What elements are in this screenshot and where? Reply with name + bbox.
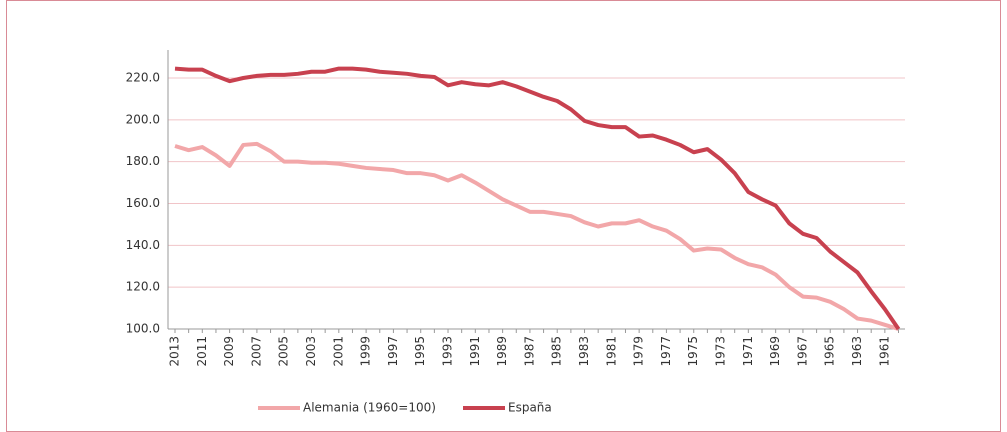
y-tick-label: 100.0 [126, 322, 160, 336]
y-tick-label: 140.0 [126, 238, 160, 252]
y-tick-label: 200.0 [126, 112, 160, 126]
x-tick-label: 1963 [850, 336, 864, 367]
legend-label: España [508, 401, 552, 415]
y-tick-label: 180.0 [126, 154, 160, 168]
x-tick-label: 2007 [249, 336, 263, 367]
legend-label: Alemania (1960=100) [303, 401, 436, 415]
y-tick-label: 220.0 [126, 71, 160, 85]
x-tick-label: 1991 [468, 336, 482, 367]
x-tick-label: 2011 [195, 336, 209, 367]
x-tick-label: 1987 [522, 336, 536, 367]
y-tick-label: 120.0 [126, 280, 160, 294]
x-tick-label: 2009 [222, 336, 236, 367]
x-tick-label: 1981 [604, 336, 618, 367]
x-tick-label: 1993 [441, 336, 455, 367]
line [174, 141, 900, 331]
line [174, 66, 901, 331]
x-tick-label: 1973 [714, 336, 728, 367]
x-tick-label: 1965 [823, 336, 837, 367]
x-tick-label: 1985 [550, 336, 564, 367]
x-tick-label: 1969 [768, 336, 782, 367]
x-tick-label: 1967 [795, 336, 809, 367]
x-tick-label: 2013 [168, 336, 182, 367]
x-tick-label: 1983 [577, 336, 591, 367]
x-tick-label: 2003 [304, 336, 318, 367]
x-tick-label: 1975 [686, 336, 700, 367]
x-tick-label: 1961 [877, 336, 891, 367]
x-tick-label: 1999 [359, 336, 373, 367]
x-tick-label: 2001 [331, 336, 345, 367]
x-tick-label: 1979 [632, 336, 646, 367]
x-tick-label: 1995 [413, 336, 427, 367]
x-tick-label: 1989 [495, 336, 509, 367]
y-tick-label: 160.0 [126, 196, 160, 210]
x-tick-label: 2005 [277, 336, 291, 367]
x-tick-label: 1977 [659, 336, 673, 367]
x-tick-label: 1997 [386, 336, 400, 367]
x-tick-label: 1971 [741, 336, 755, 367]
